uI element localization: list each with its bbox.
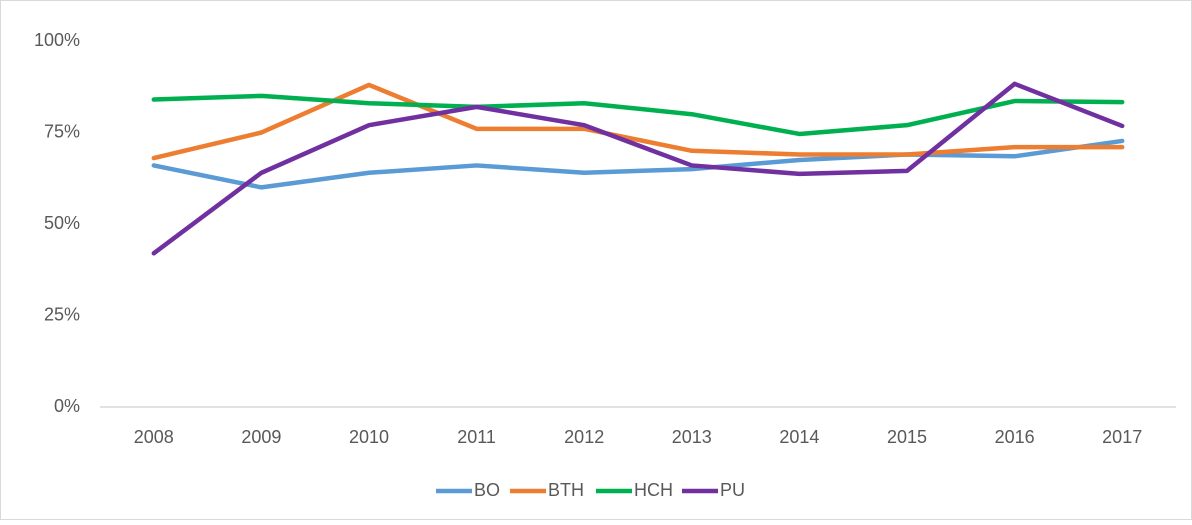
x-tick-label: 2014 xyxy=(779,427,819,447)
x-tick-label: 2013 xyxy=(672,427,712,447)
series-line xyxy=(151,81,1125,256)
x-tick-label: 2016 xyxy=(995,427,1035,447)
series-line xyxy=(151,93,1125,137)
x-tick-label: 2017 xyxy=(1102,427,1142,447)
x-tick-label: 2008 xyxy=(134,427,174,447)
y-tick-label: 25% xyxy=(44,304,80,324)
legend-label: BTH xyxy=(548,480,584,500)
y-tick-label: 50% xyxy=(44,213,80,233)
legend-label: BO xyxy=(474,480,500,500)
legend-label: HCH xyxy=(634,480,673,500)
y-tick-label: 100% xyxy=(34,30,80,50)
x-tick-label: 2015 xyxy=(887,427,927,447)
series-line xyxy=(151,138,1125,190)
x-tick-label: 2011 xyxy=(457,427,496,447)
series-line xyxy=(151,82,1125,161)
x-tick-label: 2009 xyxy=(241,427,281,447)
x-tick-label: 2012 xyxy=(564,427,604,447)
legend-label: PU xyxy=(720,480,745,500)
x-tick-label: 2010 xyxy=(349,427,389,447)
y-tick-label: 0% xyxy=(54,396,80,416)
y-tick-label: 75% xyxy=(44,121,80,141)
